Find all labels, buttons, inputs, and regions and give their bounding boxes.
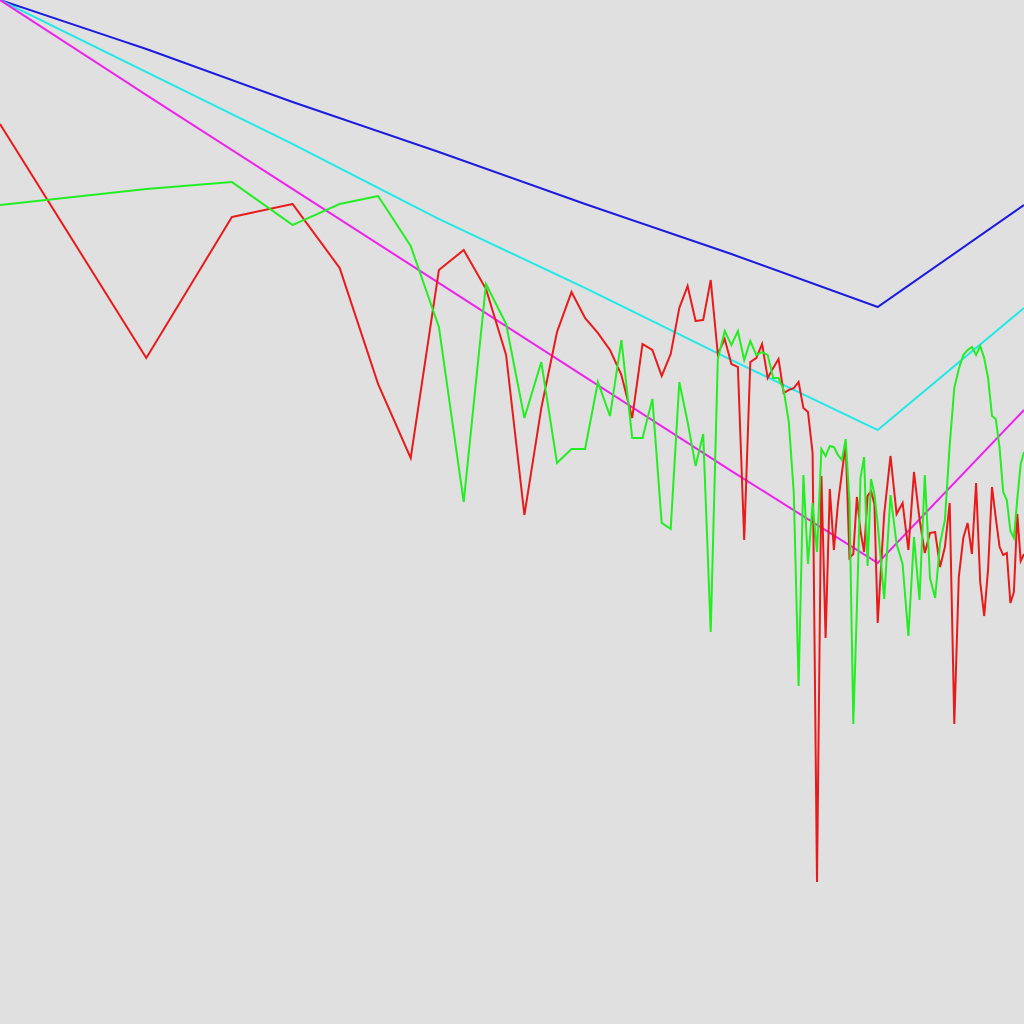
series-line-5 xyxy=(0,180,1024,725)
series-line-4 xyxy=(0,123,1024,883)
series-layer xyxy=(0,0,1024,883)
series-line-1 xyxy=(0,0,1024,309)
series-line-2 xyxy=(0,0,1024,432)
